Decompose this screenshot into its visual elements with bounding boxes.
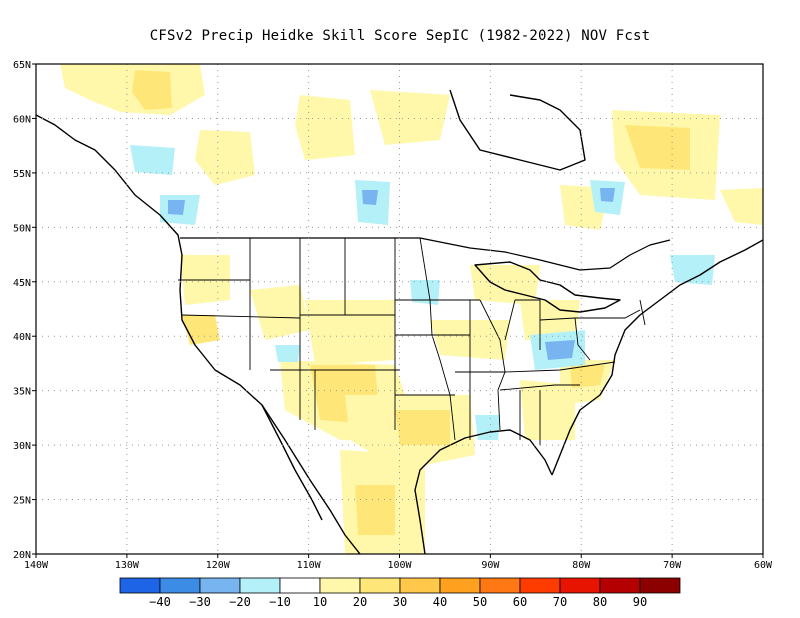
shade-neg-bc (130, 145, 175, 175)
colorbar-label: −10 (269, 595, 291, 609)
lat-label: 35N (13, 387, 31, 398)
hudson-bay (449, 89, 586, 171)
shade-mountain-west (250, 285, 310, 340)
grid-lines (36, 64, 763, 554)
axis-labels: 20N 25N 30N 35N 40N 45N 50N 55N 60N 65N 140W 130W 12… (13, 60, 773, 571)
lon-label: 100W (387, 560, 412, 571)
state-boundaries (178, 237, 646, 445)
gulf-coastline (414, 429, 553, 554)
colorbar-swatch (639, 577, 681, 594)
colorbar-label: 40 (433, 595, 447, 609)
lat-label: 50N (13, 223, 31, 234)
lat-label: 55N (13, 169, 31, 180)
lon-label: 70W (663, 560, 682, 571)
colorbar-label: 90 (633, 595, 647, 609)
shade-alaska-core (132, 70, 172, 110)
shade-neg-new-england (670, 255, 715, 285)
lon-label: 80W (572, 560, 591, 571)
colorbar-swatch (559, 577, 601, 594)
lat-label: 65N (13, 60, 31, 71)
colorbar-swatch (279, 577, 321, 594)
shade-colorado (305, 300, 395, 365)
lat-label: 40N (13, 332, 31, 343)
colorbar-swatch (119, 577, 161, 594)
lat-label: 30N (13, 441, 31, 452)
colorbar-swatch (599, 577, 641, 594)
map-title: CFSv2 Precip Heidke Skill Score SepIC (1… (149, 28, 651, 44)
shade-carolinas-core (570, 365, 605, 388)
colorbar-label: 70 (553, 595, 567, 609)
shade-neg-sask-core (362, 190, 378, 205)
shade-neg-alberta-core (168, 200, 185, 215)
colorbar-swatch (439, 577, 481, 594)
shade-neg-ohio-core (545, 340, 575, 360)
shade-central-canada (370, 90, 450, 145)
colorbar-label: −20 (229, 595, 251, 609)
shade-neg-quebec-core (600, 188, 615, 202)
lon-label: 140W (24, 560, 49, 571)
colorbar-swatch (479, 577, 521, 594)
atlantic-coastline (551, 239, 763, 476)
colorbar-label: 20 (353, 595, 367, 609)
shade-yukon (195, 130, 255, 185)
colorbar-swatch (519, 577, 561, 594)
colorbar-label: 80 (593, 595, 607, 609)
skill-shading (60, 64, 763, 554)
lat-label: 20N (13, 550, 31, 561)
geography-outlines (36, 89, 763, 554)
great-lakes (474, 261, 621, 313)
colorbar-swatch (239, 577, 281, 594)
lat-label: 60N (13, 114, 31, 125)
shade-hudson-west (295, 95, 355, 160)
colorbar-swatch (159, 577, 201, 594)
lon-label: 90W (481, 560, 500, 571)
colorbar-label: −30 (189, 595, 211, 609)
lat-label: 45N (13, 278, 31, 289)
colorbar-label: 30 (393, 595, 407, 609)
colorbar-swatch (359, 577, 401, 594)
colorbar-swatch (199, 577, 241, 594)
colorbar-label: 60 (513, 595, 527, 609)
shade-neg-great-basin (275, 345, 300, 362)
shade-newfoundland (720, 188, 763, 225)
shade-neg-gulf (475, 415, 500, 440)
colorbar-label: −40 (149, 595, 171, 609)
pacific-coastline (36, 114, 361, 554)
colorbar-swatch (319, 577, 361, 594)
colorbar-swatch (399, 577, 441, 594)
lon-label: 130W (115, 560, 140, 571)
shade-texas-core (395, 410, 450, 445)
lon-label: 110W (297, 560, 322, 571)
lat-label: 25N (13, 496, 31, 507)
shade-neg-dakotas (410, 280, 440, 305)
shade-labrador-core (625, 125, 690, 170)
baja-california (261, 404, 323, 521)
shade-mexico-core (355, 485, 395, 535)
canada-us-border (180, 237, 671, 271)
colorbar: −40 −30 −20 −10 10 20 30 40 50 60 70 80 90 (119, 577, 681, 609)
colorbar-label: 50 (473, 595, 487, 609)
colorbar-label: 10 (313, 595, 327, 609)
lon-label: 60W (754, 560, 773, 571)
lon-label: 120W (206, 560, 231, 571)
